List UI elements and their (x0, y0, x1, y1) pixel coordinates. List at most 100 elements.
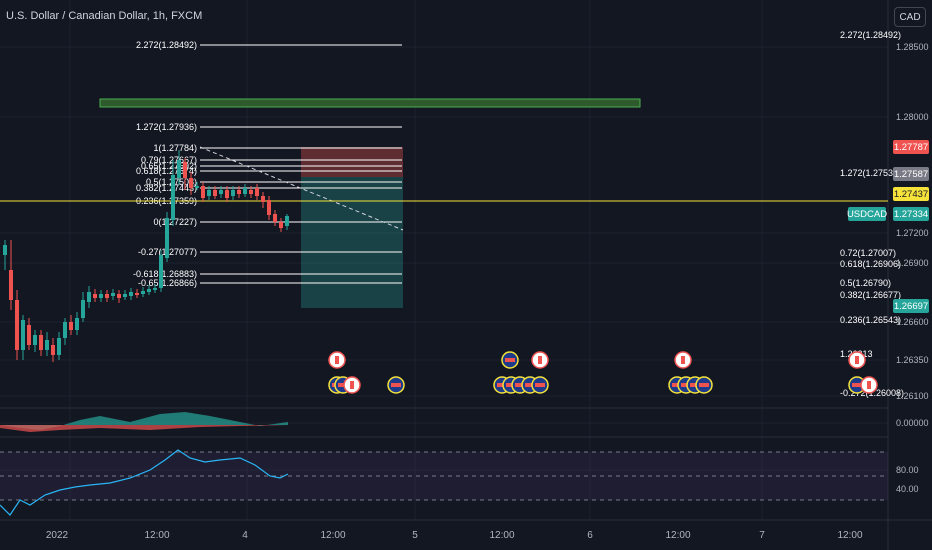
time-tick: 4 (242, 530, 248, 541)
ca-maple-mark (867, 381, 871, 389)
time-tick: 12:00 (489, 530, 514, 541)
price-tag: 1.27587 (893, 167, 929, 181)
price-tick: 1.27200 (896, 228, 929, 238)
us-flag-stripe (338, 383, 348, 387)
candle-body (51, 345, 55, 355)
candle-body (159, 255, 163, 288)
macd-histogram-neg (0, 425, 288, 432)
candle-body (129, 292, 133, 296)
time-axis[interactable]: 2022 12:00 4 12:00 5 12:00 6 12:00 7 12:00 (46, 530, 863, 541)
fib-ext-label: 0.382(1.26677) (840, 290, 901, 300)
candle-body (261, 196, 265, 202)
trend-projection-line (199, 146, 404, 231)
candle-body (231, 190, 235, 196)
candle-body (213, 190, 217, 196)
price-tick: 1.26100 (896, 391, 929, 401)
fib-level-label: 0(1.27227) (153, 217, 197, 227)
target-zone (99, 98, 641, 108)
candle-body (225, 190, 229, 198)
price-tick: 1.26350 (896, 355, 929, 365)
candle-body (27, 325, 31, 345)
us-flag-stripe (505, 358, 515, 362)
fib-ext-label: 0.618(1.26906) (840, 259, 901, 269)
candle-body (201, 186, 205, 198)
candle-body (243, 188, 247, 194)
us-flag-stripe (699, 383, 709, 387)
candle-body (153, 288, 157, 290)
candle-body (135, 293, 139, 295)
candle-body (63, 322, 67, 338)
price-tick: 1.28000 (896, 112, 929, 122)
rsi-line (0, 449, 289, 516)
candle-body (93, 294, 97, 298)
us-flag-stripe (852, 383, 862, 387)
time-tick: 5 (412, 530, 418, 541)
fib-level-label: 0.79(1.27667) (141, 155, 197, 165)
us-flag-stripe (497, 383, 507, 387)
price-tag: 1.27334 (893, 207, 929, 221)
candle-body (111, 293, 115, 296)
candle-body (99, 294, 103, 298)
us-flag-stripe (525, 383, 535, 387)
price-axis[interactable]: 1.28500 1.28000 1.27200 1.26900 1.26600 1.263… (896, 42, 929, 494)
candle-body (207, 190, 211, 196)
candle-body (189, 178, 193, 188)
candle-body (171, 175, 175, 220)
candle-body (33, 335, 37, 345)
candle-body (81, 300, 85, 318)
time-tick: 12:00 (320, 530, 345, 541)
candle-body (105, 294, 109, 298)
candle-body (141, 291, 145, 294)
price-tag: 1.26697 (893, 299, 929, 313)
candle-body (117, 294, 121, 298)
time-tick: 12:00 (144, 530, 169, 541)
candle-body (195, 186, 199, 188)
economic-events[interactable] (328, 351, 878, 394)
ca-maple-mark (538, 356, 542, 364)
macd-histogram (0, 412, 288, 430)
time-tick: 2022 (46, 530, 69, 541)
us-flag-stripe (681, 383, 691, 387)
time-tick: 7 (759, 530, 765, 541)
candle-body (273, 214, 277, 222)
fib-level-label: 0.618(1.27574) (136, 166, 197, 176)
candle-body (3, 245, 7, 255)
fib-level-label: -0.65(1.26866) (138, 278, 197, 288)
fib-level-label: 0.382(1.27443) (136, 183, 197, 193)
candle-body (87, 292, 91, 302)
price-tick: 1.28500 (896, 42, 929, 52)
us-flag-stripe (391, 383, 401, 387)
candle-body (237, 190, 241, 194)
candlesticks (3, 150, 289, 362)
symbol-title: U.S. Dollar / Canadian Dollar, 1h, FXCM (6, 10, 203, 22)
candle-body (123, 294, 127, 297)
fib-ext-label: 1.272(1.27534) (840, 168, 901, 178)
fib-ext-label: 0.5(1.26790) (840, 278, 891, 288)
price-tag: 1.27437 (893, 187, 929, 201)
us-flag-stripe (690, 383, 700, 387)
candle-body (279, 222, 283, 228)
price-tag: 1.27787 (893, 140, 929, 154)
us-flag-stripe (506, 383, 516, 387)
symbol-price-tag: USDCAD (846, 207, 888, 221)
candle-body (255, 188, 259, 196)
price-tick: 1.26900 (896, 258, 929, 268)
candle-body (39, 335, 43, 350)
fib-ext-label: 0.236(1.26543) (840, 315, 901, 325)
us-flag-stripe (535, 383, 545, 387)
candle-body (75, 318, 79, 330)
fib-level-label: -0.618(1.26883) (133, 269, 197, 279)
candle-body (147, 289, 151, 292)
ca-maple-mark (335, 356, 339, 364)
candle-body (165, 218, 169, 258)
ca-maple-mark (855, 356, 859, 364)
candle-body (21, 320, 25, 350)
price-tick: 0.00000 (896, 418, 929, 428)
currency-button[interactable]: CAD (894, 7, 926, 27)
candle-body (69, 322, 73, 330)
candle-body (177, 160, 181, 178)
fib-level-label: 2.272(1.28492) (136, 40, 197, 50)
macd-pane (0, 412, 288, 432)
